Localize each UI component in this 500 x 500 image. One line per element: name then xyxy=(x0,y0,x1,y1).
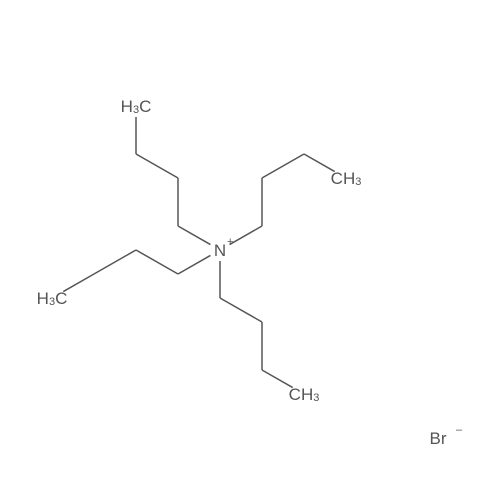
bond xyxy=(136,250,178,274)
atom-label: CH3 xyxy=(331,169,362,189)
atom-label: Br– xyxy=(429,424,463,448)
bond xyxy=(136,154,178,178)
atom-label: H3C xyxy=(121,97,152,117)
atom-label: CH3 xyxy=(289,385,320,405)
svg-text:CH3: CH3 xyxy=(289,385,320,405)
bond xyxy=(178,226,210,245)
svg-text:H3C: H3C xyxy=(121,97,152,117)
svg-text:+: + xyxy=(227,236,233,248)
bond xyxy=(63,274,94,292)
svg-text:H3C: H3C xyxy=(37,289,68,309)
atom-label: N+ xyxy=(214,236,234,260)
bond xyxy=(230,226,262,245)
bond xyxy=(94,250,136,274)
svg-text:CH3: CH3 xyxy=(331,169,362,189)
atom-label: H3C xyxy=(37,289,68,309)
svg-text:N: N xyxy=(214,241,226,260)
bond xyxy=(262,154,304,178)
molecule-canvas: N+ H3C CH3 H3C CH3 Br– xyxy=(0,0,500,500)
bond xyxy=(220,298,262,322)
svg-text:Br: Br xyxy=(429,429,446,448)
bond xyxy=(178,255,210,274)
svg-text:–: – xyxy=(456,424,463,436)
